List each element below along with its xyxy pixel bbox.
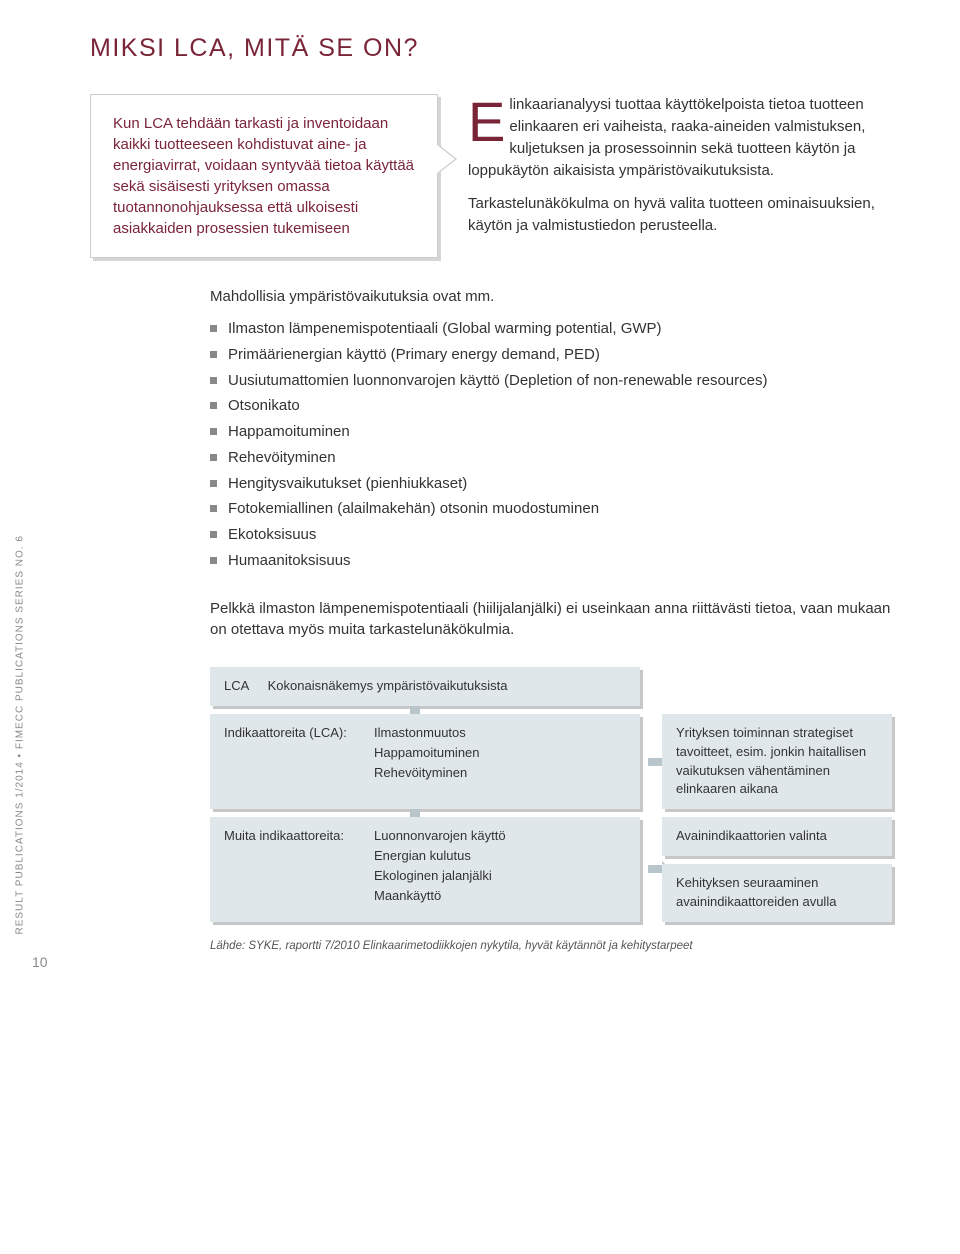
diagram-row2-right1-text: Avainindikaattorien valinta — [676, 828, 827, 843]
dropcap: E — [468, 98, 505, 146]
diagram-value: Energian kulutus — [374, 847, 626, 866]
list-item: Rehevöityminen — [210, 447, 900, 469]
intro-p2: Tarkastelunäkökulma on hyvä valita tuott… — [468, 193, 900, 237]
side-publication-text: RESULT PUBLICATIONS 1/2014 • FIMECC PUBL… — [14, 535, 29, 934]
arrow-right-icon — [648, 865, 662, 873]
diagram-row2-right2-text: Kehityksen seuraaminen avainindikaattore… — [676, 875, 836, 909]
diagram-row2-right1: Avainindikaattorien valinta — [662, 817, 892, 856]
diagram-row2-values: Luonnonvarojen käyttöEnergian kulutusEko… — [374, 827, 626, 912]
diagram-value: Ilmastonmuutos — [374, 724, 626, 743]
diagram-row2-right-stack: Avainindikaattorien valinta Kehityksen s… — [662, 817, 892, 922]
env-intro: Mahdollisia ympäristövaikutuksia ovat mm… — [210, 286, 900, 308]
page-number: 10 — [32, 952, 48, 972]
diagram-row1-values: IlmastonmuutosHappamoituminenRehevöitymi… — [374, 724, 626, 799]
env-block: Mahdollisia ympäristövaikutuksia ovat mm… — [210, 286, 900, 571]
diagram-value: Maankäyttö — [374, 887, 626, 906]
lca-diagram: LCA Kokonaisnäkemys ympäristövaikutuksis… — [210, 667, 900, 954]
diagram-header-box: LCA Kokonaisnäkemys ympäristövaikutuksis… — [210, 667, 640, 706]
diagram-row2-right2: Kehityksen seuraaminen avainindikaattore… — [662, 864, 892, 922]
diagram-value: Luonnonvarojen käyttö — [374, 827, 626, 846]
list-item: Fotokemiallinen (alailmakehän) otsonin m… — [210, 498, 900, 520]
arrow-down-icon — [410, 809, 420, 817]
page-title: MIKSI LCA, MITÄ SE ON? — [90, 30, 900, 66]
list-item: Uusiutumattomien luonnonvarojen käyttö (… — [210, 370, 900, 392]
env-list: Ilmaston lämpenemispotentiaali (Global w… — [210, 318, 900, 572]
diagram-header-label: LCA — [224, 677, 264, 696]
diagram-header-text: Kokonaisnäkemys ympäristövaikutuksista — [268, 678, 508, 693]
diagram-value: Rehevöityminen — [374, 764, 626, 783]
list-item: Happamoituminen — [210, 421, 900, 443]
arrow-right-icon — [648, 758, 662, 766]
diagram-row1-left: Indikaattoreita (LCA): IlmastonmuutosHap… — [210, 714, 640, 809]
callout-box: Kun LCA tehdään tarkasti ja inventoidaan… — [90, 94, 438, 258]
list-item: Ekotoksisuus — [210, 524, 900, 546]
intro-columns: Kun LCA tehdään tarkasti ja inventoidaan… — [90, 94, 900, 258]
callout-arrow-icon — [437, 145, 455, 173]
diagram-row1-label: Indikaattoreita (LCA): — [224, 724, 374, 799]
intro-text: E linkaarianalyysi tuottaa käyttökelpois… — [468, 94, 900, 258]
intro-p1: linkaarianalyysi tuottaa käyttökelpoista… — [468, 96, 865, 178]
diagram-value: Happamoituminen — [374, 744, 626, 763]
closing-paragraph: Pelkkä ilmaston lämpenemispotentiaali (h… — [210, 598, 900, 642]
list-item: Ilmaston lämpenemispotentiaali (Global w… — [210, 318, 900, 340]
diagram-value: Ekologinen jalanjälki — [374, 867, 626, 886]
diagram-row2-left: Muita indikaattoreita: Luonnonvarojen kä… — [210, 817, 640, 922]
arrow-down-icon — [410, 706, 420, 714]
diagram-row2-label: Muita indikaattoreita: — [224, 827, 374, 912]
list-item: Humaanitoksisuus — [210, 550, 900, 572]
list-item: Otsonikato — [210, 395, 900, 417]
list-item: Primäärienergian käyttö (Primary energy … — [210, 344, 900, 366]
list-item: Hengitysvaikutukset (pienhiukkaset) — [210, 473, 900, 495]
diagram-row1-right-text: Yrityksen toiminnan strategiset tavoitte… — [676, 724, 878, 799]
diagram-source: Lähde: SYKE, raportti 7/2010 Elinkaarime… — [210, 938, 900, 955]
callout-wrap: Kun LCA tehdään tarkasti ja inventoidaan… — [90, 94, 438, 258]
diagram-row1-right: Yrityksen toiminnan strategiset tavoitte… — [662, 714, 892, 809]
callout-text: Kun LCA tehdään tarkasti ja inventoidaan… — [113, 115, 414, 237]
